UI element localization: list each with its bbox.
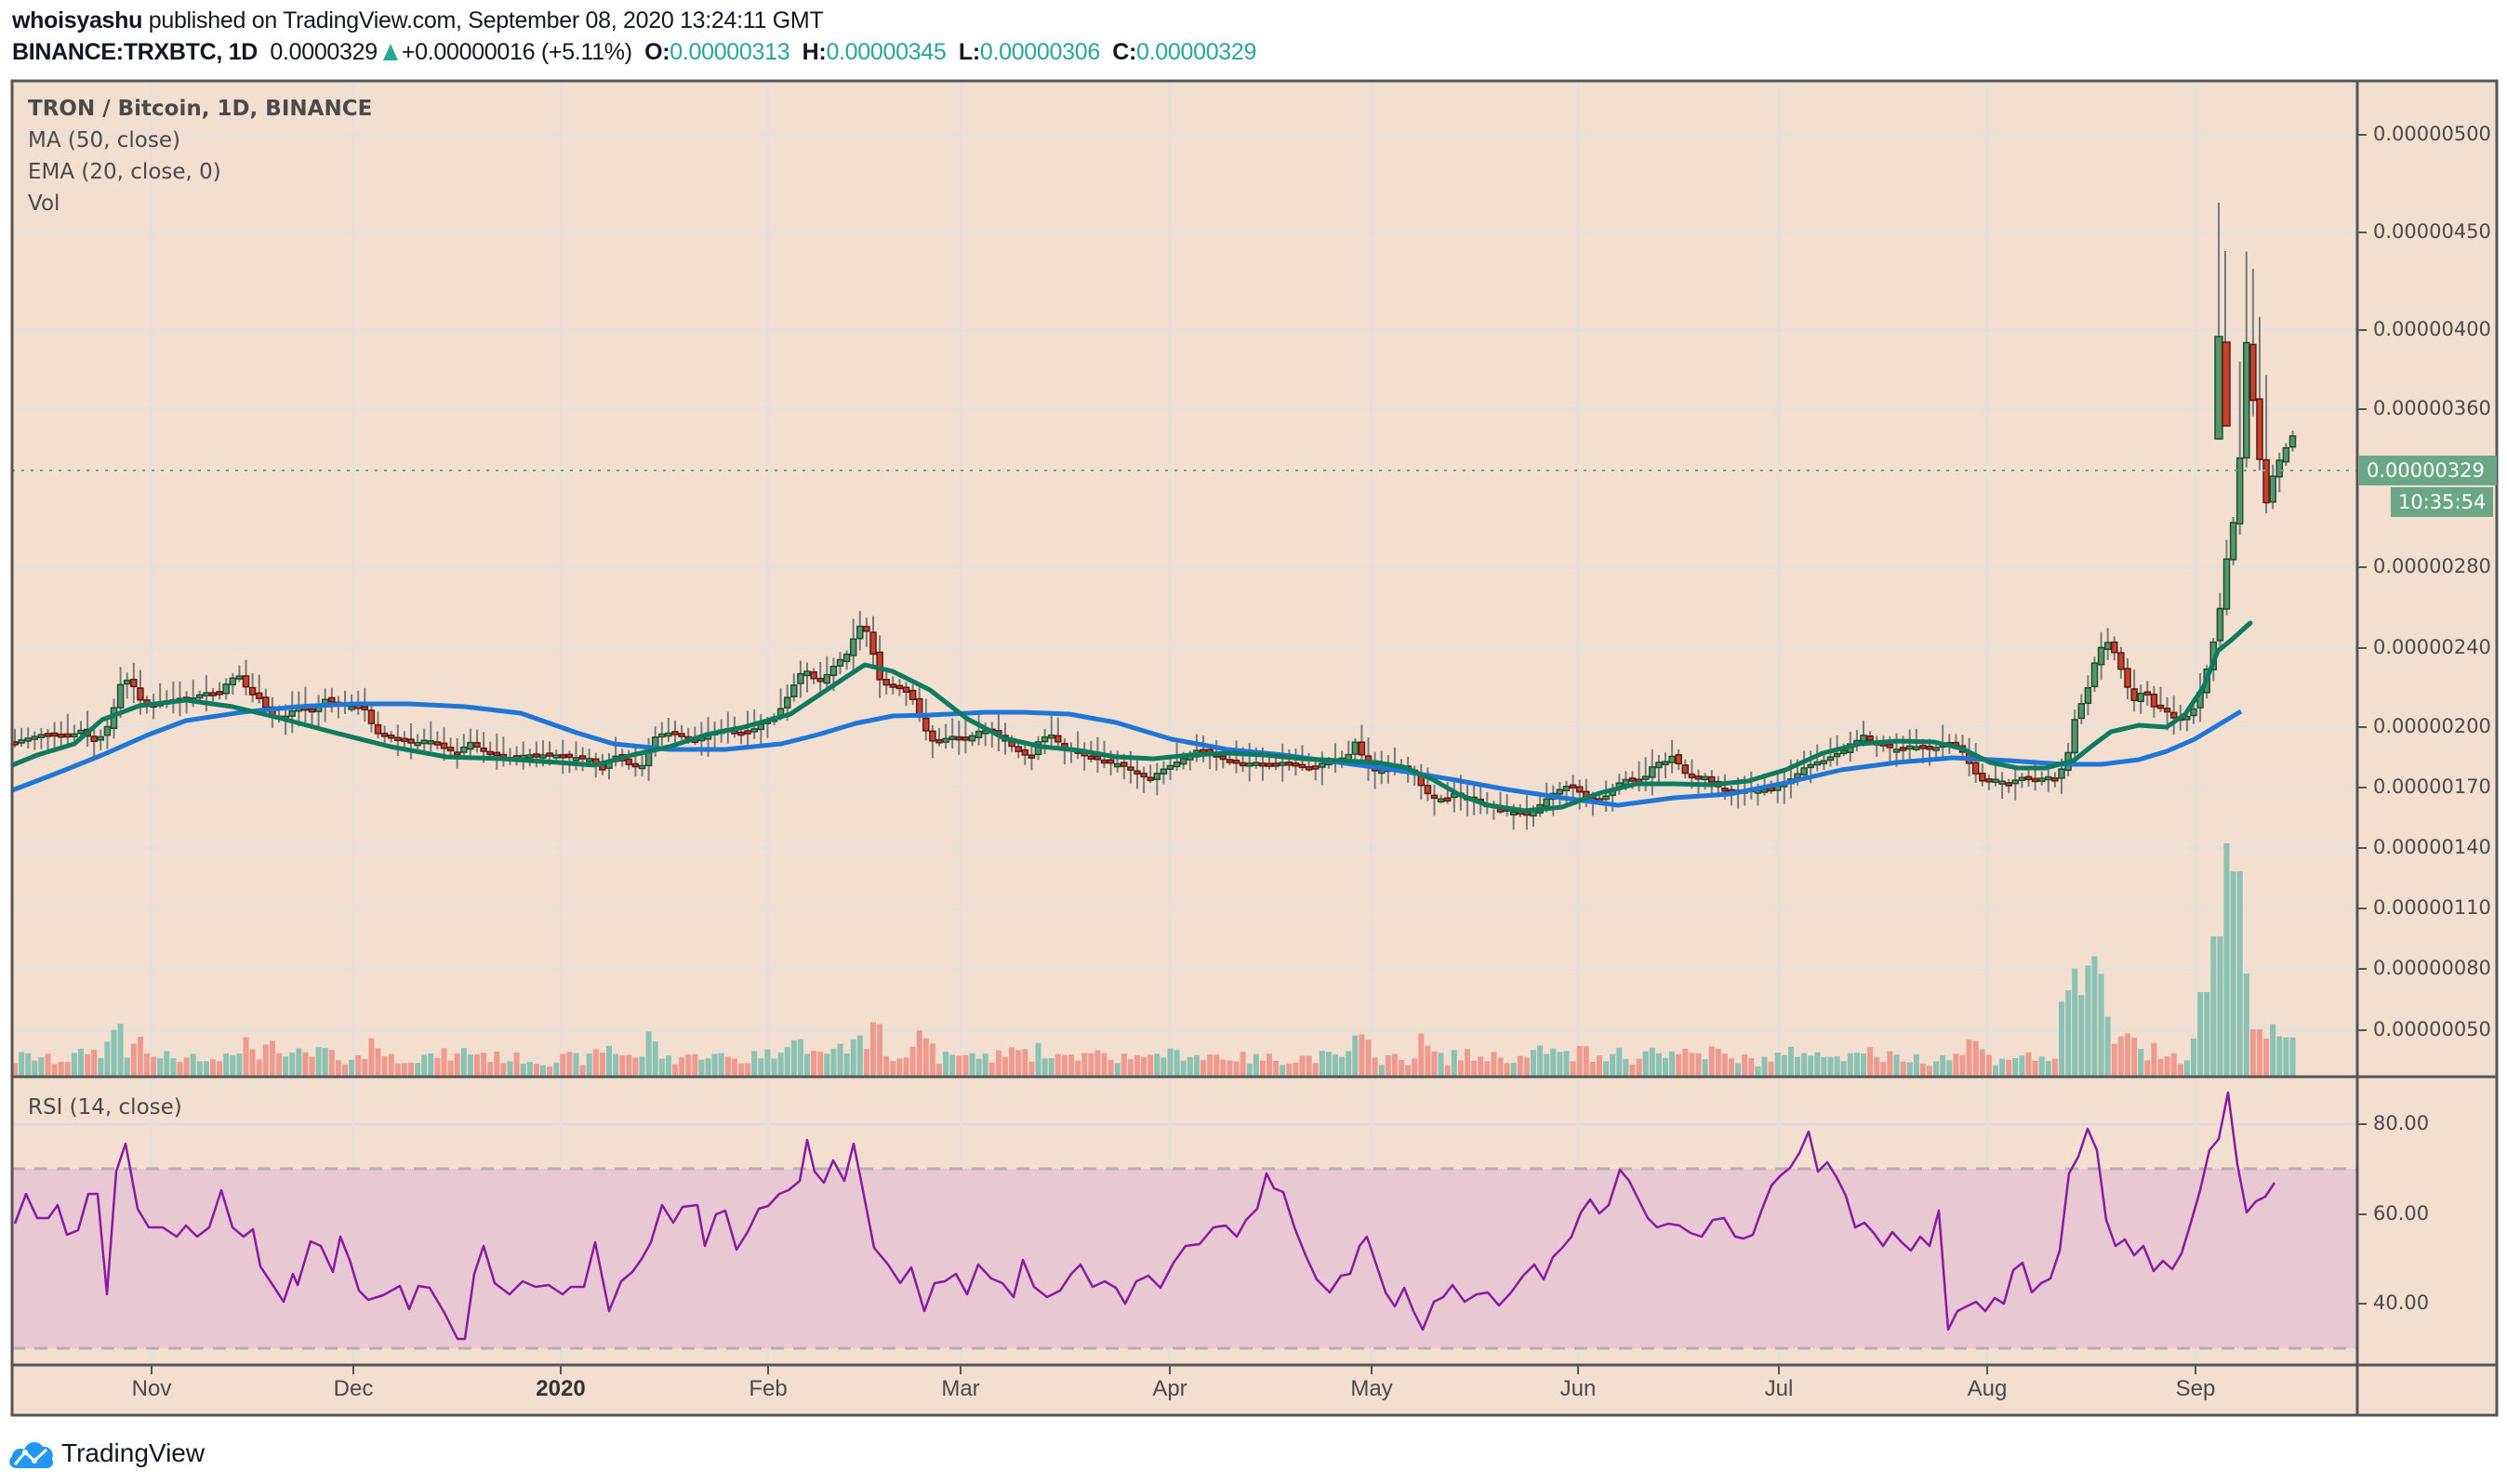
rsi-line [13, 1091, 2276, 1341]
price-axis-label: 0.00000140 [2373, 836, 2491, 858]
ema-20-line [11, 620, 2253, 814]
price-axis-label: 0.00000240 [2373, 636, 2491, 658]
symbol-label: BINANCE:TRXBTC, 1D [12, 39, 259, 65]
low-label: L: [958, 39, 980, 65]
rsi-axis-label: 80.00 [2373, 1112, 2430, 1134]
ma-50-line [11, 701, 2243, 808]
up-arrow-icon [382, 44, 398, 60]
open-label: O: [644, 39, 670, 65]
published-text: published on TradingView.com, September … [142, 7, 824, 33]
close-label: C: [1112, 39, 1137, 65]
time-axis-label: May [1350, 1376, 1393, 1401]
rsi-band [12, 1169, 2357, 1348]
time-axis-label: Jul [1764, 1376, 1794, 1401]
time-axis-label: Nov [131, 1376, 172, 1401]
ema-legend[interactable]: EMA (20, close, 0) [28, 160, 221, 184]
price-axis-label: 0.00000400 [2373, 318, 2491, 340]
time-axis-label: Mar [941, 1376, 980, 1401]
open-value: 0.00000313 [670, 39, 790, 65]
chart-frame [10, 79, 2499, 1417]
high-label: H: [802, 39, 827, 65]
author-name[interactable]: whoisyashu [12, 7, 143, 33]
countdown-tag: 10:35:54 [2391, 487, 2494, 517]
symbol-info-bar: BINANCE:TRXBTC, 1D 0.0000329 +0.00000016 … [12, 39, 1256, 66]
price-axis-label: 0.00000110 [2373, 896, 2491, 919]
time-axis-label: Apr [1152, 1376, 1187, 1401]
tradingview-cloud-icon [9, 1441, 54, 1468]
tradingview-logo[interactable]: TradingView [7, 1437, 205, 1470]
axis-ticks [151, 134, 2367, 1374]
time-axis-label: Feb [749, 1376, 788, 1401]
close-value: 0.00000329 [1136, 39, 1257, 65]
chart-title-legend[interactable]: TRON / Bitcoin, 1D, BINANCE [28, 97, 373, 121]
current-price-tag: 0.00000329 [2359, 456, 2497, 485]
price-axis-label: 0.00000280 [2373, 555, 2491, 577]
last-price: 0.0000329 [270, 39, 378, 65]
time-axis-label: Dec [333, 1376, 374, 1401]
price-axis-label: 0.00000080 [2373, 957, 2491, 979]
price-axis-label: 0.00000450 [2373, 220, 2491, 243]
rsi-legend[interactable]: RSI (14, close) [28, 1095, 182, 1120]
price-axis-label: 0.00000170 [2373, 775, 2491, 798]
high-value: 0.00000345 [826, 39, 947, 65]
time-axis-label: Aug [1967, 1376, 2008, 1401]
price-axis-label: 0.00000050 [2373, 1018, 2491, 1040]
ma-legend[interactable]: MA (50, close) [28, 128, 180, 152]
vol-legend[interactable]: Vol [28, 192, 60, 216]
time-axis-label: Jun [1559, 1376, 1597, 1401]
price-axis-label: 0.00000500 [2373, 123, 2491, 145]
volume-bars [12, 843, 2296, 1076]
time-axis-label: 2020 [536, 1376, 586, 1401]
time-axis-label: Sep [2175, 1376, 2216, 1401]
price-axis-label: 0.00000200 [2373, 715, 2491, 737]
price-axis-label: 0.00000360 [2373, 397, 2491, 419]
publish-info: whoisyashu published on TradingView.com,… [12, 7, 824, 34]
rsi-axis-label: 60.00 [2373, 1202, 2430, 1225]
rsi-axis-label: 40.00 [2373, 1292, 2430, 1314]
low-value: 0.00000306 [979, 39, 1100, 65]
price-change: +0.00000016 (+5.11%) [401, 39, 632, 65]
tradingview-wordmark: TradingView [61, 1438, 206, 1467]
